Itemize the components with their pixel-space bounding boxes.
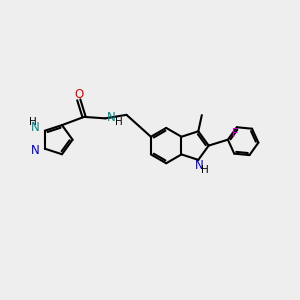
Text: F: F xyxy=(232,127,238,140)
Text: N: N xyxy=(194,159,203,172)
Text: H: H xyxy=(28,118,36,128)
Text: O: O xyxy=(74,88,83,101)
Text: H: H xyxy=(201,165,208,175)
Text: N: N xyxy=(31,121,40,134)
Text: H: H xyxy=(115,118,122,128)
Text: N: N xyxy=(31,144,40,157)
Text: N: N xyxy=(107,111,116,124)
